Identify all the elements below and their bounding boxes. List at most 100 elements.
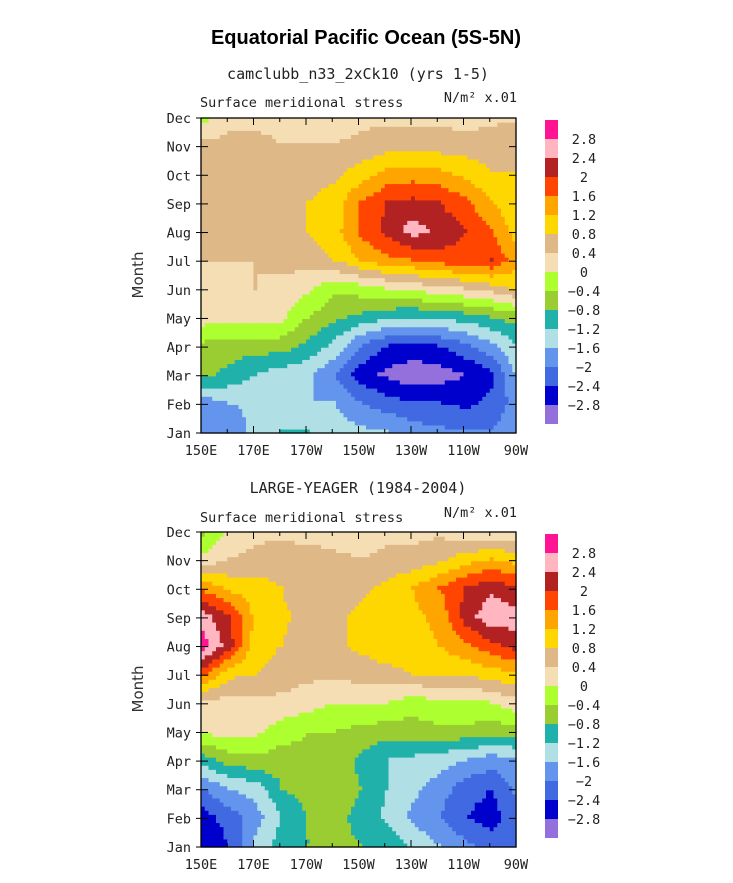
contour-cell: [362, 302, 367, 307]
contour-cell: [204, 240, 210, 246]
contour-cell: [377, 208, 382, 213]
contour-cell: [433, 404, 438, 410]
contour-cell: [249, 322, 255, 328]
contour-cell: [324, 359, 330, 365]
contour-cell: [264, 208, 270, 213]
contour-cell: [283, 322, 288, 328]
contour-cell: [452, 322, 457, 328]
contour-cell: [264, 232, 270, 238]
contour-cell: [429, 416, 435, 422]
contour-cell: [336, 195, 341, 201]
contour-cell: [474, 257, 480, 262]
contour-cell: [234, 375, 240, 381]
contour-cell: [373, 371, 378, 377]
contour-cell: [422, 375, 427, 381]
contour-cell: [317, 359, 322, 365]
contour-cell: [392, 236, 397, 242]
contour-cell: [276, 375, 281, 381]
contour-cell: [242, 424, 247, 430]
contour-cell: [429, 330, 435, 336]
contour-cell: [306, 408, 311, 414]
contour-cell: [324, 306, 330, 311]
contour-cell: [276, 351, 281, 356]
contour-cell: [422, 257, 427, 262]
contour-cell: [294, 195, 300, 201]
contour-cell: [504, 396, 510, 401]
contour-cell: [478, 400, 483, 405]
contour-cell: [216, 322, 221, 328]
contour-cell: [339, 367, 345, 373]
contour-cell: [294, 379, 300, 385]
contour-cell: [208, 281, 213, 287]
contour-cell: [324, 428, 330, 434]
contour-cell: [339, 314, 345, 320]
contour-cell: [448, 224, 453, 230]
contour-cell: [459, 285, 465, 291]
contour-cell: [354, 326, 360, 332]
contour-cell: [242, 203, 247, 209]
contour-cell: [264, 408, 270, 414]
contour-cell: [444, 416, 450, 422]
contour-cell: [212, 277, 217, 283]
contour-cell: [268, 396, 273, 401]
contour-cell: [212, 199, 217, 205]
contour-cell: [407, 428, 412, 434]
contour-cell: [354, 277, 360, 283]
contour-cell: [294, 265, 300, 270]
contour-cell: [369, 396, 375, 401]
contour-cell: [448, 347, 453, 352]
contour-cell: [264, 199, 270, 205]
contour-cell: [362, 326, 367, 332]
contour-cell: [253, 396, 258, 401]
contour-cell: [253, 412, 258, 418]
contour-cell: [268, 232, 273, 238]
contour-cell: [448, 220, 453, 225]
contour-cell: [201, 375, 206, 381]
contour-cell: [373, 412, 378, 418]
contour-cell: [279, 351, 285, 356]
contour-cell: [448, 310, 453, 315]
contour-cell: [489, 347, 495, 352]
contour-cell: [411, 314, 416, 320]
contour-cell: [384, 310, 390, 315]
contour-cell: [452, 285, 457, 291]
contour-cell: [366, 257, 371, 262]
contour-cell: [321, 212, 326, 217]
contour-cell: [501, 195, 506, 201]
contour-cell: [373, 253, 378, 258]
contour-cell: [377, 322, 382, 328]
contour-cell: [407, 318, 412, 324]
contour-cell: [358, 269, 363, 275]
contour-cell: [242, 322, 247, 328]
contour-cell: [444, 310, 450, 315]
contour-cell: [339, 269, 345, 275]
contour-cell: [212, 408, 217, 414]
contour-cell: [216, 244, 221, 250]
contour-cell: [246, 404, 251, 410]
contour-cell: [377, 428, 382, 434]
contour-cell: [216, 302, 221, 307]
contour-cell: [264, 281, 270, 287]
contour-cell: [508, 322, 513, 328]
contour-cell: [231, 347, 236, 352]
contour-cell: [339, 310, 345, 315]
contour-cell: [283, 371, 288, 377]
contour-cell: [403, 326, 408, 332]
contour-cell: [343, 416, 348, 422]
contour-cell: [366, 232, 371, 238]
contour-cell: [373, 314, 378, 320]
contour-cell: [261, 404, 266, 410]
contour-cell: [437, 420, 442, 426]
contour-cell: [306, 343, 311, 348]
contour-cell: [358, 261, 363, 266]
contour-cell: [321, 322, 326, 328]
contour-cell: [396, 355, 401, 360]
contour-cell: [242, 326, 247, 332]
contour-cell: [283, 257, 288, 262]
contour-cell: [501, 416, 506, 422]
contour-cell: [253, 306, 258, 311]
contour-cell: [283, 379, 288, 385]
contour-cell: [231, 244, 236, 250]
contour-cell: [433, 220, 438, 225]
contour-cell: [467, 338, 472, 344]
